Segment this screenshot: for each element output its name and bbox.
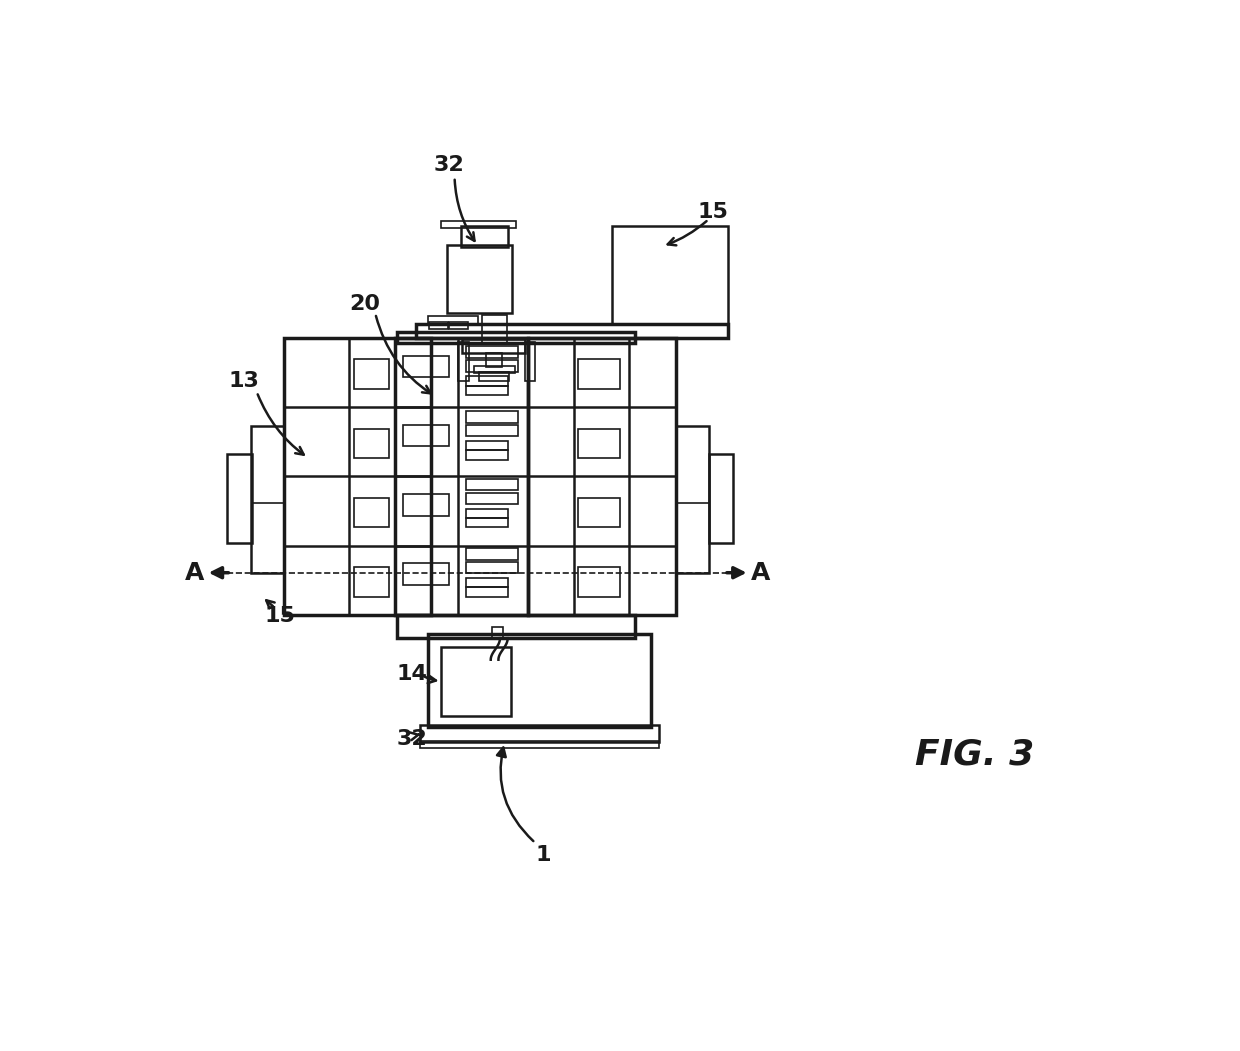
Bar (403, 494, 449, 516)
Bar (578, 429, 620, 458)
Bar (466, 509, 508, 518)
Bar (578, 568, 620, 597)
Bar (466, 479, 518, 491)
Bar (355, 429, 389, 458)
Bar (466, 425, 518, 436)
Bar (486, 353, 502, 367)
Bar (474, 366, 515, 373)
Bar (466, 347, 518, 358)
Bar (227, 454, 252, 542)
Bar (403, 563, 449, 585)
Bar (403, 425, 449, 447)
Text: FIG. 3: FIG. 3 (915, 738, 1034, 771)
Bar (397, 332, 635, 344)
Bar (446, 246, 512, 313)
Text: 32: 32 (434, 156, 465, 176)
Bar (466, 562, 518, 574)
Bar (708, 454, 733, 542)
Bar (676, 427, 708, 573)
Bar (479, 372, 510, 382)
Bar (461, 226, 508, 247)
Text: A: A (185, 561, 205, 584)
Bar (466, 360, 518, 372)
Bar (466, 386, 508, 395)
Bar (355, 568, 389, 597)
Bar (449, 322, 469, 329)
Text: 14: 14 (397, 663, 428, 683)
Bar (578, 498, 620, 528)
Bar (466, 588, 508, 597)
Bar (459, 343, 469, 382)
Bar (525, 343, 536, 382)
Text: 15: 15 (697, 202, 728, 222)
Bar (528, 337, 676, 615)
Bar (466, 441, 508, 450)
Bar (613, 226, 728, 324)
Bar (429, 322, 449, 329)
Bar (250, 427, 284, 573)
Text: 13: 13 (229, 371, 259, 391)
Bar (466, 548, 518, 559)
Text: 20: 20 (348, 294, 379, 314)
Bar (417, 324, 728, 337)
Bar (466, 578, 508, 588)
Bar (481, 314, 507, 344)
Bar (396, 337, 528, 615)
Text: 32: 32 (397, 729, 428, 749)
Text: A: A (750, 561, 770, 584)
Bar (428, 635, 651, 726)
Bar (466, 518, 508, 528)
Bar (420, 725, 658, 742)
Bar (397, 615, 635, 638)
Bar (463, 339, 526, 353)
Bar (466, 493, 518, 504)
Text: 1: 1 (536, 845, 551, 865)
Bar (355, 359, 389, 389)
Bar (355, 498, 389, 528)
Bar (420, 741, 658, 748)
Text: 15: 15 (264, 605, 295, 625)
Bar (428, 315, 477, 325)
Bar (466, 376, 508, 386)
Bar (466, 450, 508, 459)
Bar (441, 646, 511, 716)
Bar (441, 221, 516, 228)
Bar (284, 337, 432, 615)
Bar (578, 359, 620, 389)
Bar (466, 411, 518, 423)
Bar (403, 355, 449, 377)
Bar (492, 626, 503, 638)
